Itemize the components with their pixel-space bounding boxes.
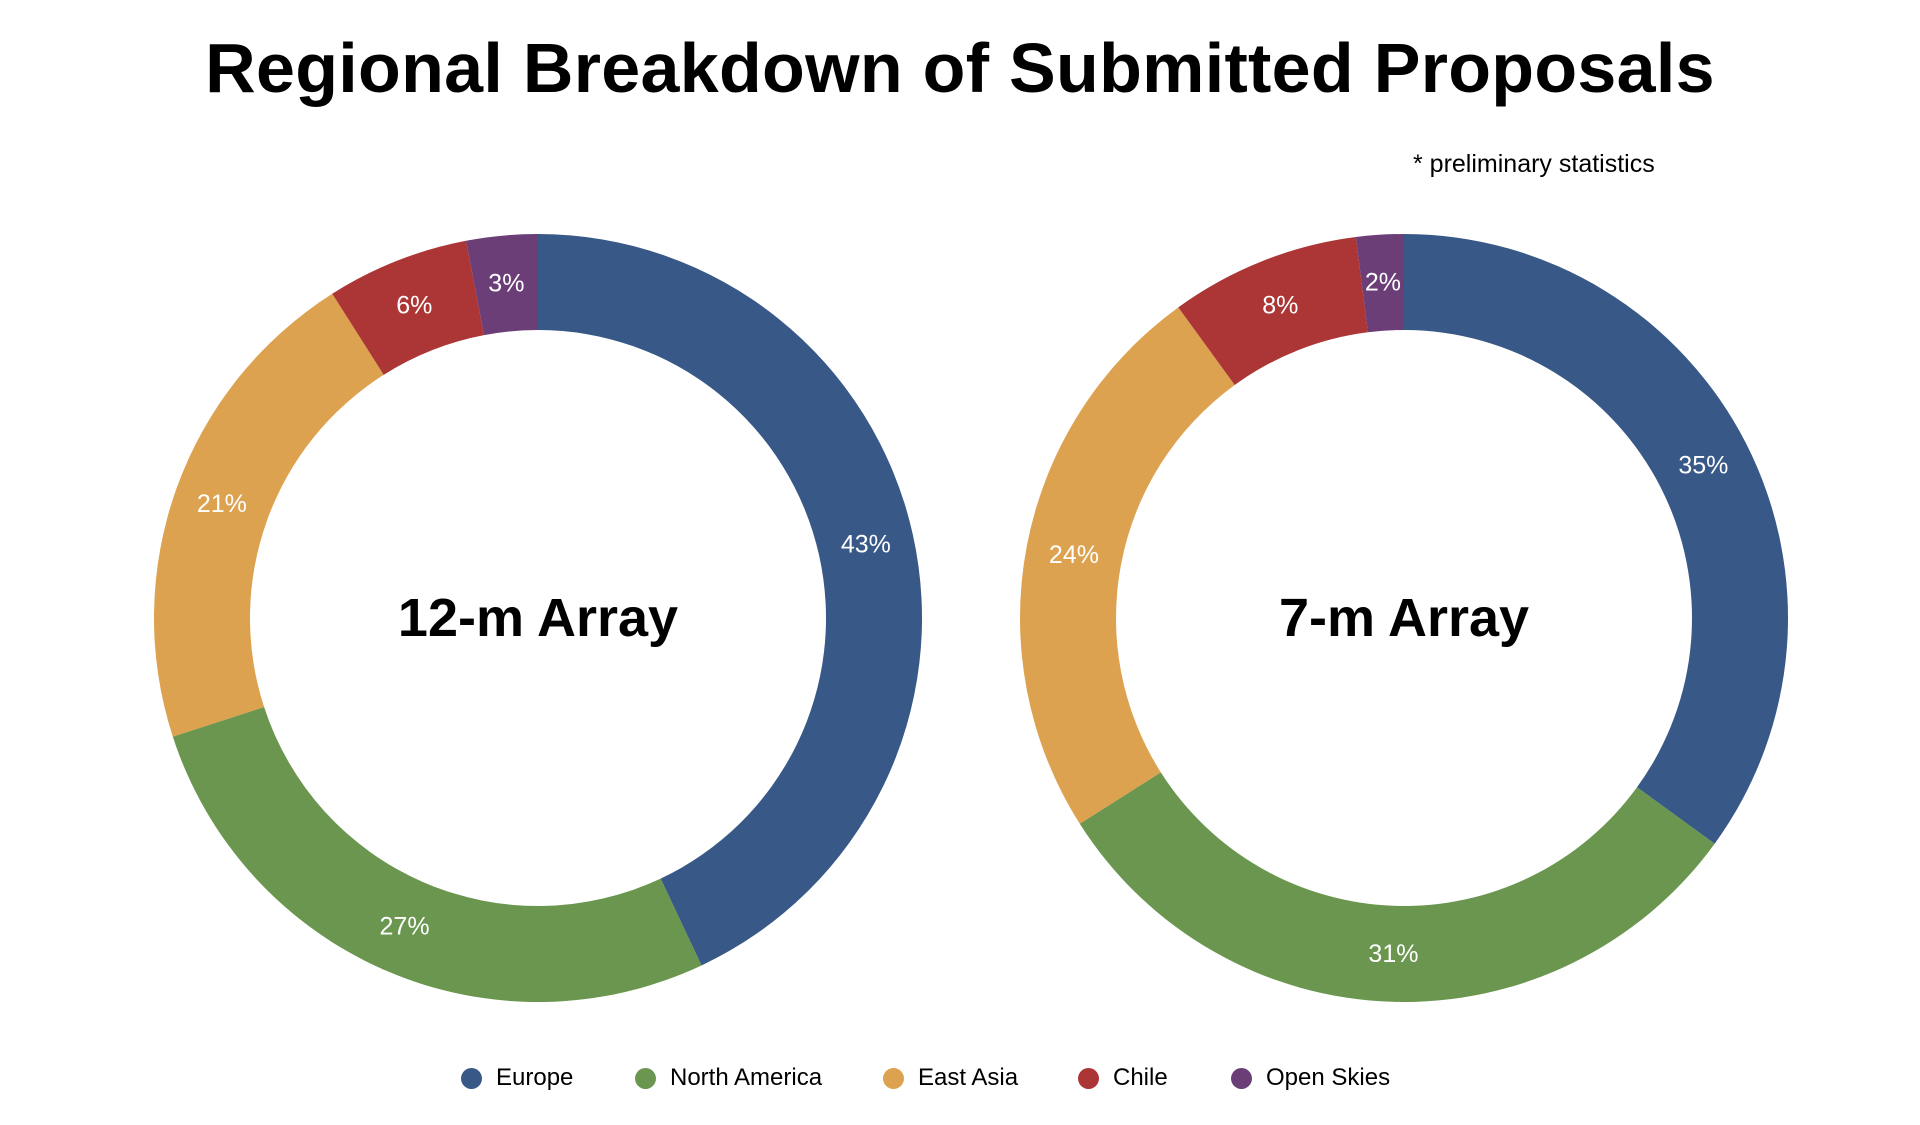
donut-chart-12-m-array: 43% 27% 21% 6% 3% 12-m Array	[154, 234, 922, 1003]
slice-east-asia	[1020, 307, 1235, 824]
legend-item-east-asia: East Asia	[883, 1058, 1018, 1098]
preliminary-note: * preliminary statistics	[1413, 150, 1655, 178]
legend-label-east-asia: East Asia	[918, 1064, 1019, 1091]
slice-europe	[538, 234, 922, 966]
chart-title-7-m-array: 7-m Array	[1279, 588, 1529, 648]
legend-label-open-skies: Open Skies	[1266, 1064, 1391, 1091]
legend-swatch-east-asia	[883, 1067, 904, 1089]
legend: Europe North America East Asia Chile Open Sk…	[0, 1058, 1920, 1098]
slice-chile	[1178, 237, 1368, 386]
legend-swatch-north-america	[635, 1067, 656, 1089]
legend-label-north-america: North America	[670, 1064, 823, 1091]
page-title: Regional Breakdown of Submitted Proposal…	[205, 29, 1715, 107]
slice-north-america	[172, 706, 702, 1003]
slice-north-america	[1079, 772, 1715, 1003]
slice-europe	[1404, 234, 1788, 844]
legend-swatch-chile	[1078, 1067, 1099, 1089]
chart-title-12-m-array: 12-m Array	[398, 588, 678, 648]
slice-chile	[332, 240, 485, 375]
legend-swatch-open-skies	[1231, 1067, 1252, 1089]
legend-swatch-europe	[461, 1067, 482, 1089]
slice-east-asia	[154, 293, 384, 737]
legend-item-north-america: North America	[635, 1058, 822, 1098]
slice-label-europe: 35%	[1678, 451, 1728, 479]
slice-label-open-skies: 3%	[488, 269, 524, 297]
slice-label-chile: 6%	[396, 292, 432, 320]
slice-label-east-asia: 24%	[1049, 541, 1099, 569]
slice-label-chile: 8%	[1262, 292, 1298, 320]
legend-item-chile: Chile	[1078, 1058, 1168, 1098]
legend-item-europe: Europe	[461, 1058, 573, 1098]
slice-open-skies	[466, 234, 538, 336]
slice-label-europe: 43%	[841, 531, 891, 559]
slice-label-north-america: 27%	[380, 912, 430, 940]
slice-label-east-asia: 21%	[197, 490, 247, 518]
legend-item-open-skies: Open Skies	[1231, 1058, 1390, 1098]
slice-label-north-america: 31%	[1368, 940, 1418, 968]
legend-label-chile: Chile	[1113, 1064, 1168, 1091]
slice-open-skies	[1355, 234, 1404, 333]
slice-label-open-skies: 2%	[1365, 269, 1401, 297]
donut-chart-7-m-array: 35% 31% 24% 8% 2% 7-m Array	[1020, 234, 1788, 1003]
legend-label-europe: Europe	[496, 1064, 574, 1091]
